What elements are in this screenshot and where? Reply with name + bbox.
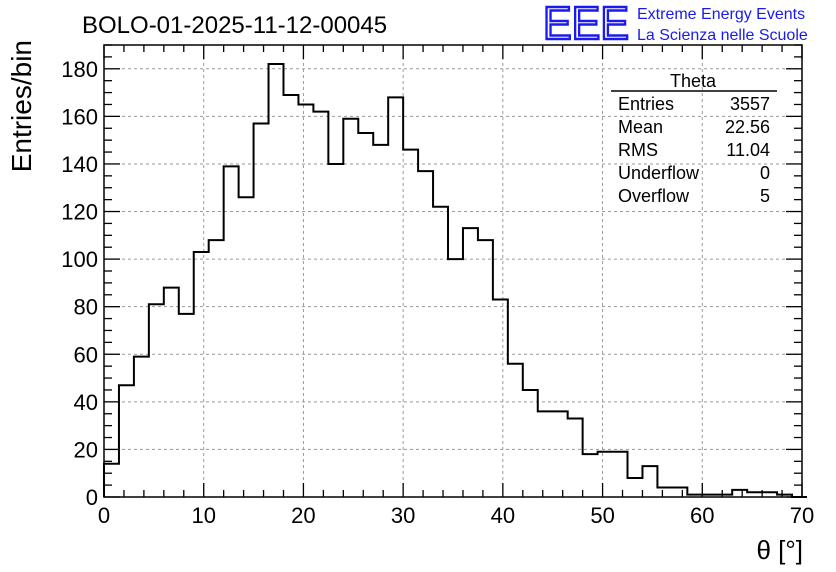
y-tick-label: 20 — [74, 437, 98, 462]
histogram-bins — [104, 64, 792, 497]
histogram-bin — [672, 487, 687, 497]
histogram-bin — [538, 411, 553, 497]
histogram-bin — [164, 288, 179, 497]
y-axis-label: Entries/bin — [6, 40, 37, 172]
y-tick-label: 60 — [74, 342, 98, 367]
stats-title: Theta — [670, 71, 717, 91]
x-tick-label: 60 — [690, 503, 714, 528]
stats-row-value: 5 — [760, 186, 770, 206]
histogram-bin — [628, 478, 643, 497]
histogram-bin — [583, 454, 598, 497]
chart-title: BOLO-01-2025-11-12-00045 — [82, 12, 387, 39]
histogram-bin — [508, 364, 523, 497]
histogram-bin — [418, 171, 433, 497]
y-tick-label: 40 — [74, 390, 98, 415]
stats-row-label: Underflow — [618, 163, 700, 183]
histogram-bin — [134, 357, 149, 497]
x-tick-label: 50 — [590, 503, 614, 528]
stats-box: Theta Entries 3557 Mean 22.56 RMS 11.04 Underf… — [611, 71, 777, 206]
y-tick-label: 100 — [61, 247, 98, 272]
histogram-bin — [373, 145, 388, 497]
x-tick-label: 30 — [391, 503, 415, 528]
x-axis-label: θ [°] — [756, 535, 803, 565]
x-tick-label: 20 — [291, 503, 315, 528]
eee-logo-mark: EEE — [543, 0, 629, 49]
histogram-bin — [732, 490, 747, 497]
x-tick-label: 40 — [491, 503, 515, 528]
x-tick-label: 0 — [98, 503, 110, 528]
histogram-bin — [209, 240, 224, 497]
histogram-bin — [493, 300, 508, 497]
y-tick-label: 80 — [74, 295, 98, 320]
plot-frame — [103, 44, 803, 498]
stats-row-label: RMS — [618, 140, 658, 160]
histogram-bin — [194, 252, 209, 497]
stats-rows: Entries 3557 Mean 22.56 RMS 11.04 Underflow 0 Ov… — [618, 94, 770, 206]
histogram-bin — [613, 452, 628, 497]
histogram-bin — [298, 104, 313, 497]
histogram-bin — [119, 385, 134, 497]
stats-row-label: Overflow — [618, 186, 690, 206]
histogram-bin — [433, 207, 448, 497]
eee-logo: EEE Extreme Energy Events La Scienza nel… — [542, 0, 808, 50]
histogram-bin — [553, 411, 568, 497]
y-tick-label: 160 — [61, 104, 98, 129]
histogram-bin — [598, 452, 613, 497]
histogram-bin — [358, 133, 373, 497]
y-tick-label: 0 — [86, 485, 98, 510]
axis-ticks — [103, 44, 803, 498]
y-tick-label: 180 — [61, 57, 98, 82]
histogram-bin — [642, 466, 657, 497]
histogram-line — [103, 63, 807, 498]
histogram-bin — [239, 197, 254, 497]
stats-row-value: 3557 — [730, 94, 770, 114]
histogram-bin — [463, 228, 478, 497]
histogram-bin — [657, 487, 672, 497]
histogram-bin — [328, 164, 343, 497]
stats-row-value: 11.04 — [726, 140, 770, 160]
x-tick-labels: 0 10 20 30 40 50 60 70 — [98, 503, 814, 528]
y-tick-labels: 0 20 40 60 80 100 120 140 160 180 — [61, 57, 98, 510]
x-tick-label: 10 — [191, 503, 215, 528]
logo-line-1: Extreme Energy Events — [637, 6, 805, 23]
histogram-bin — [523, 390, 538, 497]
histogram-bin — [254, 124, 269, 497]
y-tick-label: 120 — [61, 200, 98, 225]
logo-line-2: La Scienza nelle Scuole — [637, 27, 808, 44]
histogram-bin — [478, 240, 493, 497]
x-tick-label: 70 — [790, 503, 814, 528]
histogram-bin — [388, 97, 403, 497]
histogram-bin — [568, 418, 583, 497]
stats-row-value: 22.56 — [725, 117, 770, 137]
histogram-bin — [149, 304, 164, 497]
histogram-bin — [104, 464, 119, 497]
histogram-bin — [224, 166, 239, 497]
stats-row-label: Entries — [618, 94, 674, 114]
histogram-bin — [343, 119, 358, 497]
histogram-bin — [179, 314, 194, 497]
histogram-bin — [313, 112, 328, 497]
grid-lines — [104, 45, 802, 497]
stats-row-value: 0 — [760, 163, 770, 183]
histogram-bin — [269, 64, 284, 497]
histogram-bin — [403, 150, 418, 497]
histogram-bin — [448, 259, 463, 497]
y-tick-label: 140 — [61, 152, 98, 177]
stats-row-label: Mean — [618, 117, 663, 137]
histogram-bin — [283, 95, 298, 497]
